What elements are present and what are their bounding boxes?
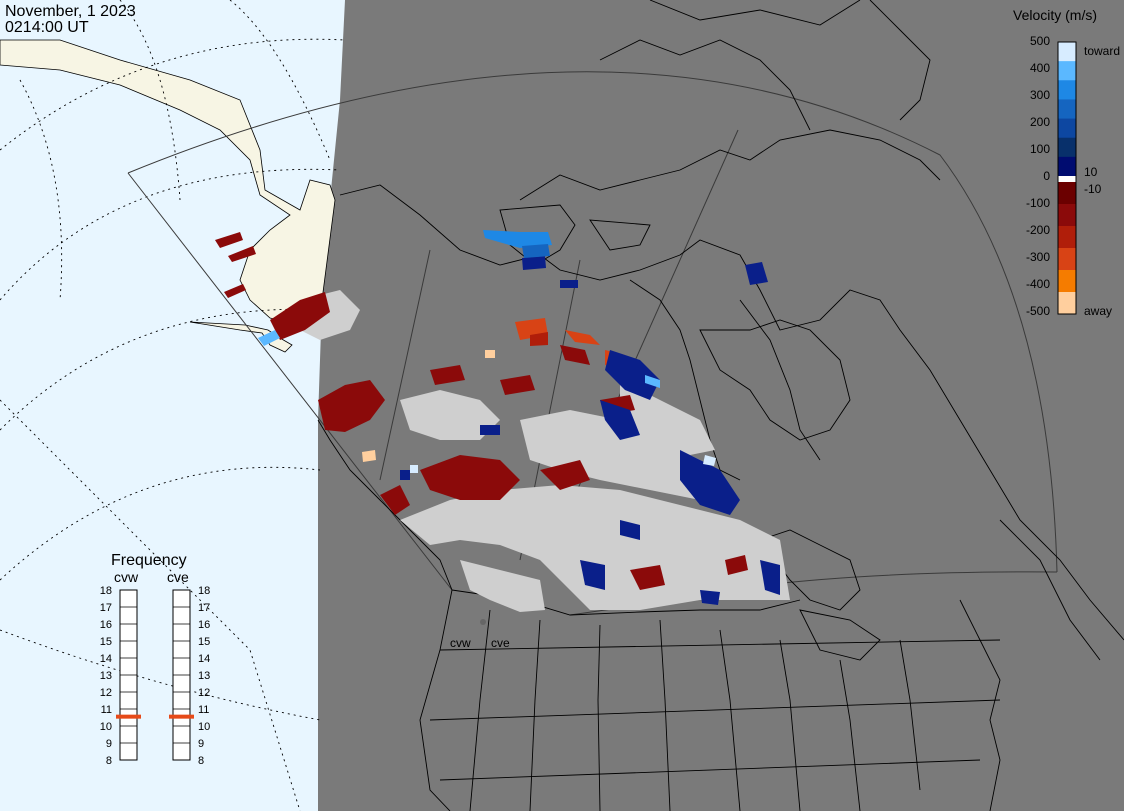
colorbar-tick-label: 200 [1030, 115, 1050, 129]
header-date: November, 1 2023 [5, 3, 136, 20]
frequency-radar-cve: cve [167, 569, 189, 585]
colorbar-away-label: away [1084, 304, 1112, 318]
colorbar-frame [1057, 41, 1077, 315]
day-side-region [0, 0, 345, 811]
frequency-title: Frequency [111, 552, 187, 569]
colorbar-tick-label: 300 [1030, 88, 1050, 102]
frequency-scale-label: 18 [198, 585, 210, 597]
frequency-scale-label: 17 [198, 602, 210, 614]
colorbar-cell-away [1058, 204, 1076, 227]
colorbar-tick-label: -10 [1084, 182, 1102, 196]
frequency-marker-cve [169, 714, 194, 719]
timestamp-header: November, 1 2023 0214:00 UT [5, 3, 136, 36]
radar-label-cve: cve [491, 636, 510, 650]
geographic-grid [0, 0, 346, 811]
frequency-scale-label: 18 [100, 585, 112, 597]
frequency-scale-label: 14 [198, 653, 210, 665]
ground-scatter-layer [300, 290, 790, 612]
frequency-scale-label: 10 [198, 721, 210, 733]
frequency-panel: Frequency cvw cve 18 17 16 15 14 13 12 11 10 9 8 18… [100, 552, 211, 767]
frequency-scale-label: 16 [198, 619, 210, 631]
frequency-radar-cvw: cvw [114, 569, 139, 585]
frequency-scale-label: 13 [198, 670, 210, 682]
colorbar-tick-label: -400 [1026, 277, 1050, 291]
colorbar-cell-toward [1058, 99, 1076, 120]
colorbar-cell-away [1058, 292, 1076, 315]
colorbar-toward-label: toward [1084, 44, 1120, 58]
frequency-scale-label: 15 [100, 636, 112, 648]
colorbar-tick-label: -200 [1026, 223, 1050, 237]
colorbar-cell-away [1058, 182, 1076, 205]
colorbar-cell-zero [1058, 176, 1076, 182]
header-time: 0214:00 UT [5, 19, 89, 36]
radar-sites: cvw cve [450, 619, 510, 650]
velocity-away-layer [215, 232, 748, 590]
colorbar-cell-toward [1058, 61, 1076, 81]
frequency-scale-label: 9 [198, 738, 204, 750]
frequency-scale-label: 17 [100, 602, 112, 614]
colorbar-cell-toward [1058, 137, 1076, 158]
frequency-scale-label: 9 [106, 738, 112, 750]
velocity-colorbar: Velocity (m/s) 500400300200100100-10-100… [1013, 7, 1120, 318]
frequency-scale-label: 10 [100, 721, 112, 733]
colorbar-cell-toward [1058, 42, 1076, 62]
colorbar-tick-label: -500 [1026, 304, 1050, 318]
frequency-scale-label: 8 [106, 755, 112, 767]
radar-label-cvw: cvw [450, 636, 471, 650]
colorbar-tick-label: 10 [1084, 165, 1098, 179]
colorbar-tick-label: 100 [1030, 142, 1050, 156]
frequency-scale-label: 15 [198, 636, 210, 648]
frequency-scale-label: 11 [101, 704, 112, 716]
colorbar-cell-away [1058, 226, 1076, 249]
colorbar-tick-label: 0 [1043, 169, 1050, 183]
frequency-scale-label: 8 [198, 755, 204, 767]
colorbar-cell-toward [1058, 118, 1076, 139]
frequency-scale-label: 11 [198, 704, 209, 716]
colorbar-cell-toward [1058, 80, 1076, 100]
colorbar-title: Velocity (m/s) [1013, 7, 1097, 23]
velocity-toward-layer [400, 256, 780, 605]
frequency-marker-cvw [116, 714, 141, 719]
colorbar-tick-label: -100 [1026, 196, 1050, 210]
frequency-scale-label: 12 [198, 687, 210, 699]
colorbar-tick-label: -300 [1026, 250, 1050, 264]
colorbar-tick-label: 400 [1030, 61, 1050, 75]
frequency-scale-label: 14 [100, 653, 112, 665]
colorbar-cell-away [1058, 270, 1076, 293]
colorbar-cell-toward [1058, 156, 1076, 177]
colorbar-cell-away [1058, 248, 1076, 271]
velocity-toward-strong-layer [258, 230, 716, 473]
frequency-scale-label: 16 [100, 619, 112, 631]
frequency-scale-label: 13 [100, 670, 112, 682]
frequency-scale-label: 12 [100, 687, 112, 699]
colorbar-tick-label: 500 [1030, 34, 1050, 48]
